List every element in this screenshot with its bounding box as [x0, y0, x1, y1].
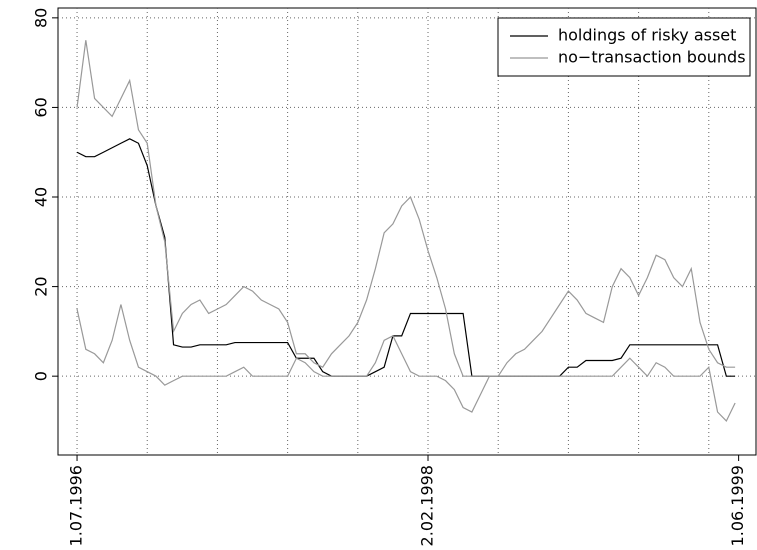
series-line [76, 138, 736, 377]
legend-label: holdings of risky asset [558, 26, 736, 45]
y-tick-label: 0 [32, 371, 51, 381]
x-tick-label: 1.07.1996 [67, 465, 86, 546]
series-line [76, 40, 736, 377]
x-tick-label: 1.06.1999 [728, 465, 747, 546]
y-tick-label: 80 [32, 8, 51, 28]
series-line [76, 304, 736, 422]
y-tick-label: 40 [32, 187, 51, 207]
legend-label: no−transaction bounds [558, 48, 746, 67]
y-tick-label: 20 [32, 276, 51, 296]
plot-frame [57, 7, 757, 456]
x-tick-label: 2.02.1998 [418, 465, 437, 546]
legend-box [497, 17, 751, 77]
y-tick-label: 60 [32, 97, 51, 117]
